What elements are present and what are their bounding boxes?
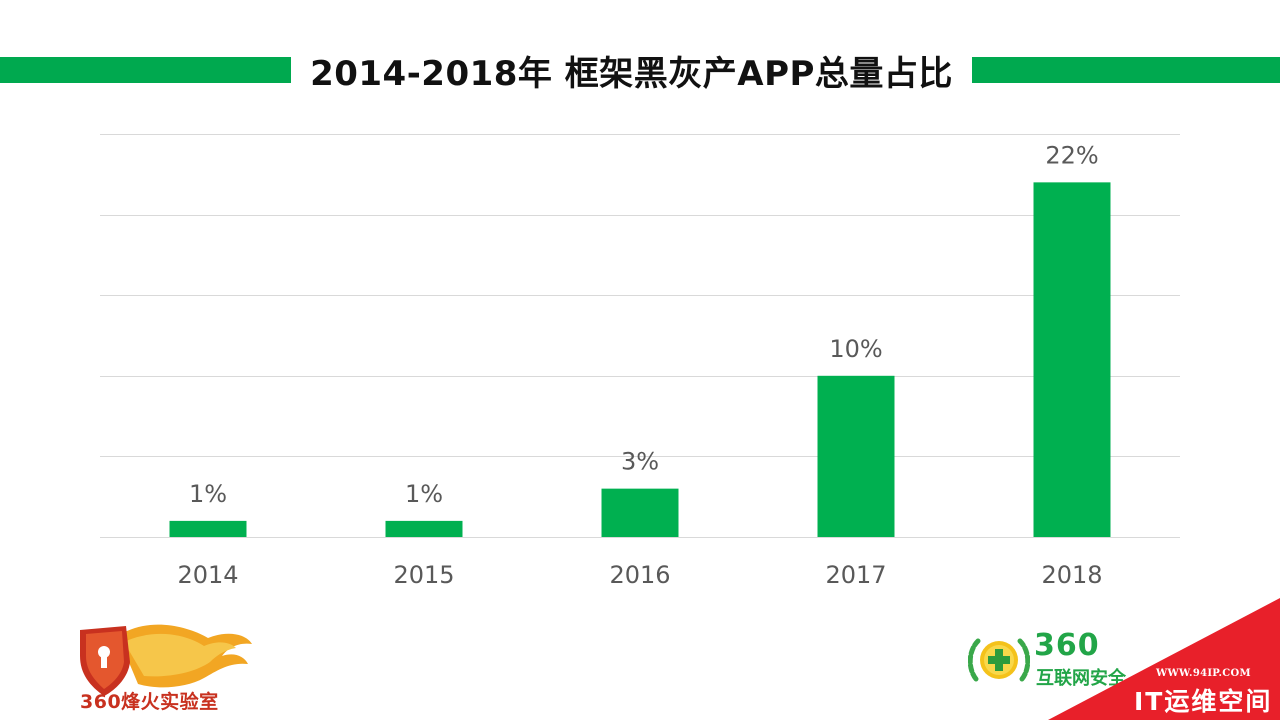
watermark-url: WWW.94IP.COM xyxy=(1156,668,1251,679)
data-label-2014: 1% xyxy=(189,480,227,508)
lab-logo-text: 360烽火实验室 xyxy=(80,691,219,713)
data-label-2017: 10% xyxy=(829,335,882,363)
bar-2016 xyxy=(601,488,679,537)
x-tick-label-2016: 2016 xyxy=(609,561,670,589)
x-tick-label-2017: 2017 xyxy=(825,561,886,589)
x-tick-label-2014: 2014 xyxy=(177,561,238,589)
bar-2017 xyxy=(817,375,895,537)
x-tick-label-2018: 2018 xyxy=(1041,561,1102,589)
data-label-2016: 3% xyxy=(621,448,659,476)
data-label-2015: 1% xyxy=(405,480,443,508)
360-brand-number: 360 xyxy=(1034,628,1100,663)
bar-2014 xyxy=(169,520,247,537)
corner-watermark-shape xyxy=(1048,598,1280,720)
bar-2018 xyxy=(1033,182,1111,538)
360-plus-laurel-icon xyxy=(968,638,1030,682)
watermark-text: IT运维空间 xyxy=(1134,687,1273,716)
shield-fire-logo-icon xyxy=(80,624,252,696)
x-tick-label-2015: 2015 xyxy=(393,561,454,589)
title-accent-bar-left xyxy=(0,57,291,83)
360-brand-text: 互联网安全 xyxy=(1036,668,1126,689)
bar-2015 xyxy=(385,520,463,537)
page-title: 2014-2018年 框架黑灰产APP总量占比 xyxy=(310,53,953,94)
title-accent-bar-right xyxy=(972,57,1280,83)
data-label-2018: 22% xyxy=(1045,141,1098,169)
